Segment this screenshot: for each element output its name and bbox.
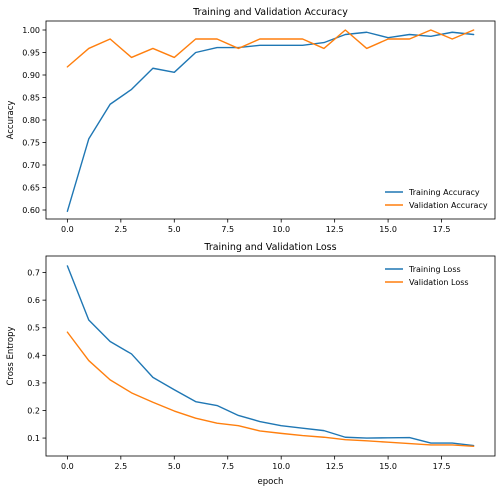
loss-y-tick-label: 0.5 <box>27 324 40 333</box>
accuracy-y-tick-label: 0.70 <box>22 161 40 170</box>
loss-chart-title: Training and Validation Loss <box>203 242 336 253</box>
accuracy-x-tick-label: 17.5 <box>433 225 451 234</box>
accuracy-plot-area <box>45 20 496 220</box>
accuracy-y-tick-label: 0.65 <box>22 184 40 193</box>
accuracy-y-tick-label: 0.90 <box>22 71 40 80</box>
loss-x-tick-label: 0.0 <box>61 462 74 471</box>
loss-plot-area <box>45 255 496 457</box>
accuracy-x-tick-label: 0.0 <box>61 225 74 234</box>
loss-x-tick-label: 5.0 <box>168 462 181 471</box>
accuracy-x-tick-label: 5.0 <box>168 225 181 234</box>
training-loss-legend-label: Training Loss <box>408 265 461 274</box>
loss-x-tick-label: 7.5 <box>221 462 234 471</box>
accuracy-y-tick-label: 0.95 <box>22 49 40 58</box>
loss-x-tick-label: 15.0 <box>379 462 397 471</box>
accuracy-legend-box <box>379 183 491 215</box>
accuracy-legend: Training Accuracy Validation Accuracy <box>379 183 491 215</box>
accuracy-chart-title: Training and Validation Accuracy <box>192 7 348 18</box>
training-accuracy-line <box>66 31 475 213</box>
loss-y-tick-label: 0.2 <box>27 406 40 415</box>
accuracy-y-tick-label: 0.60 <box>22 206 40 215</box>
accuracy-y-axis-label: Accuracy <box>6 101 16 140</box>
accuracy-x-tick-label: 7.5 <box>221 225 234 234</box>
accuracy-y-tick-label: 0.75 <box>22 139 40 148</box>
loss-y-tick-label: 0.6 <box>27 296 40 305</box>
accuracy-x-tick-label: 12.5 <box>326 225 344 234</box>
training-loss-line <box>66 265 475 447</box>
validation-accuracy-legend-label: Validation Accuracy <box>409 201 488 210</box>
loss-y-tick-label: 0.3 <box>27 379 40 388</box>
training-accuracy-legend-label: Training Accuracy <box>408 188 480 197</box>
accuracy-x-tick-label: 2.5 <box>114 225 127 234</box>
loss-legend: Training Loss Validation Loss <box>379 260 491 292</box>
loss-chart-panel: Training and Validation Loss Cross Entrop… <box>6 242 496 487</box>
accuracy-x-tick-label: 10.0 <box>272 225 290 234</box>
loss-x-tick-label: 2.5 <box>114 462 127 471</box>
validation-accuracy-line <box>66 29 475 68</box>
loss-y-axis-label: Cross Entropy <box>6 326 16 385</box>
accuracy-y-tick-label: 1.00 <box>22 26 40 35</box>
loss-x-tick-label: 17.5 <box>433 462 451 471</box>
loss-x-tick-label: 10.0 <box>272 462 290 471</box>
accuracy-chart-panel: Training and Validation Accuracy Accuracy… <box>6 7 496 234</box>
validation-loss-line <box>66 331 475 448</box>
loss-legend-box <box>379 260 491 292</box>
loss-y-tick-label: 0.7 <box>27 269 40 278</box>
accuracy-x-tick-label: 15.0 <box>379 225 397 234</box>
loss-y-tick-label: 0.1 <box>27 434 40 443</box>
validation-loss-legend-label: Validation Loss <box>409 278 469 287</box>
accuracy-y-tick-label: 0.85 <box>22 94 40 103</box>
loss-y-tick-label: 0.4 <box>27 351 40 360</box>
accuracy-y-tick-label: 0.80 <box>22 116 40 125</box>
loss-x-tick-label: 12.5 <box>326 462 344 471</box>
loss-x-axis-label: epoch <box>258 477 284 487</box>
